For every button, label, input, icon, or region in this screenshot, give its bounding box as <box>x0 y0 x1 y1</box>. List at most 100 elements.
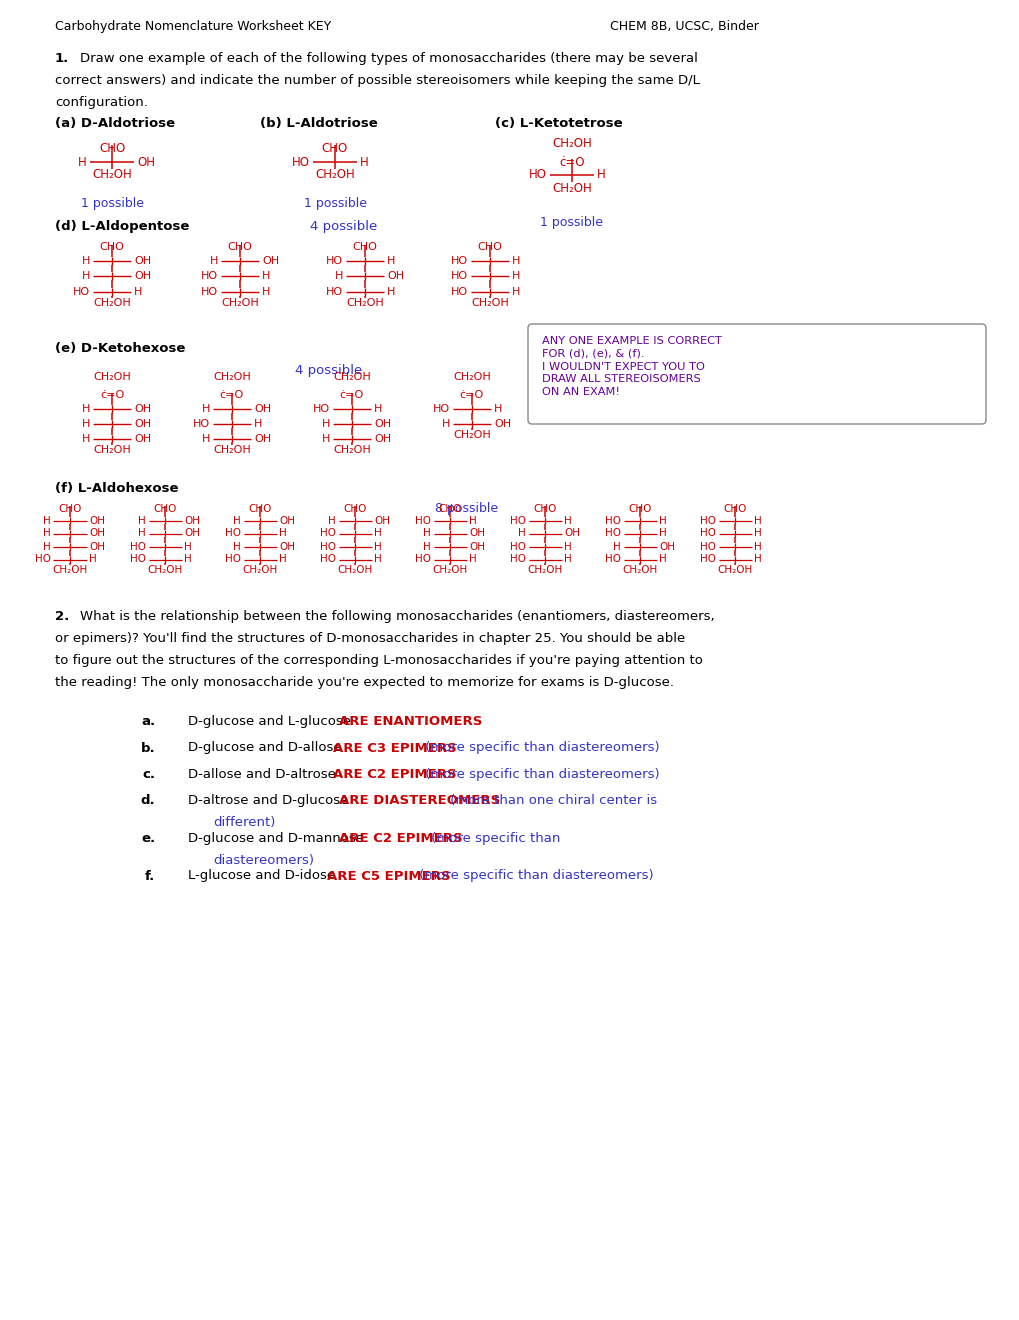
Text: d.: d. <box>141 795 155 808</box>
Text: HO: HO <box>320 541 335 552</box>
Text: CHO: CHO <box>353 242 377 252</box>
Text: CHO: CHO <box>153 504 176 513</box>
Text: OH: OH <box>89 541 105 552</box>
Text: (more specific than diastereomers): (more specific than diastereomers) <box>421 742 659 755</box>
Text: H: H <box>658 554 666 565</box>
Text: H: H <box>82 433 90 444</box>
Text: (more than one chiral center is: (more than one chiral center is <box>446 795 657 808</box>
Text: H: H <box>753 541 761 552</box>
Text: H: H <box>82 256 90 265</box>
Text: ARE C5 EPIMERS: ARE C5 EPIMERS <box>326 870 449 883</box>
Text: H: H <box>82 271 90 281</box>
Text: CH₂OH: CH₂OH <box>333 445 371 455</box>
Text: (e) D-Ketohexose: (e) D-Ketohexose <box>55 342 185 355</box>
Text: CH₂OH: CH₂OH <box>432 565 467 576</box>
Text: H: H <box>328 516 335 525</box>
Text: H: H <box>262 286 270 297</box>
Text: H: H <box>564 554 572 565</box>
Text: D-glucose and D-mannose: D-glucose and D-mannose <box>187 832 368 845</box>
Text: H: H <box>43 528 51 539</box>
Text: (more specific than diastereomers): (more specific than diastereomers) <box>421 768 659 781</box>
Text: HO: HO <box>72 286 90 297</box>
Text: CH₂OH: CH₂OH <box>92 169 131 181</box>
Text: CHO: CHO <box>628 504 651 513</box>
Text: H: H <box>423 541 431 552</box>
Text: CHO: CHO <box>248 504 271 513</box>
Text: D-altrose and D-glucose: D-altrose and D-glucose <box>187 795 353 808</box>
Text: CHO: CHO <box>438 504 462 513</box>
Text: CH₂OH: CH₂OH <box>527 565 562 576</box>
Text: (f) L-Aldohexose: (f) L-Aldohexose <box>55 482 178 495</box>
Text: H: H <box>202 433 210 444</box>
Text: (more specific than diastereomers): (more specific than diastereomers) <box>415 870 653 883</box>
Text: OH: OH <box>133 404 151 414</box>
Text: b.: b. <box>141 742 155 755</box>
Text: CH₂OH: CH₂OH <box>213 372 251 381</box>
Text: OH: OH <box>469 528 484 539</box>
Text: H: H <box>469 554 476 565</box>
Text: 1 possible: 1 possible <box>81 197 144 210</box>
Text: H: H <box>512 286 520 297</box>
Text: CH₂OH: CH₂OH <box>716 565 752 576</box>
Text: OH: OH <box>89 516 105 525</box>
Text: different): different) <box>213 817 275 829</box>
Text: H: H <box>596 169 605 181</box>
Text: CH₂OH: CH₂OH <box>622 565 657 576</box>
Text: H: H <box>441 418 449 429</box>
Text: HO: HO <box>604 528 621 539</box>
Text: CHO: CHO <box>322 143 347 154</box>
Text: c.: c. <box>142 768 155 781</box>
Text: H: H <box>386 286 395 297</box>
Text: CH₂OH: CH₂OH <box>213 445 251 455</box>
Text: H: H <box>233 516 240 525</box>
Text: H: H <box>139 528 146 539</box>
Text: H: H <box>183 554 192 565</box>
Text: e.: e. <box>141 832 155 845</box>
Text: HO: HO <box>415 554 431 565</box>
Text: CH₂OH: CH₂OH <box>52 565 88 576</box>
Text: a.: a. <box>141 715 155 729</box>
Text: CH₂OH: CH₂OH <box>452 372 490 381</box>
Text: CH₂OH: CH₂OH <box>221 298 259 308</box>
Text: OH: OH <box>183 516 200 525</box>
Text: (b) L-Aldotriose: (b) L-Aldotriose <box>260 117 377 129</box>
Text: D-glucose and L-glucose: D-glucose and L-glucose <box>187 715 355 729</box>
Text: 4 possible: 4 possible <box>294 364 362 378</box>
Text: HO: HO <box>313 404 330 414</box>
Text: H: H <box>512 256 520 265</box>
Text: ċ=O: ċ=O <box>460 391 484 400</box>
Text: CH₂OH: CH₂OH <box>471 298 508 308</box>
Text: HO: HO <box>415 516 431 525</box>
Text: Carbohydrate Nomenclature Worksheet KEY: Carbohydrate Nomenclature Worksheet KEY <box>55 20 331 33</box>
Text: (more specific than: (more specific than <box>427 832 560 845</box>
Text: ċ=O: ċ=O <box>220 391 244 400</box>
Text: H: H <box>133 286 143 297</box>
Text: HO: HO <box>201 286 218 297</box>
Text: OH: OH <box>89 528 105 539</box>
Text: H: H <box>493 404 502 414</box>
Text: OH: OH <box>279 516 294 525</box>
Text: H: H <box>564 541 572 552</box>
Text: 2.: 2. <box>55 610 69 623</box>
Text: CH₂OH: CH₂OH <box>315 169 355 181</box>
Text: ċ=O: ċ=O <box>339 391 364 400</box>
Text: H: H <box>254 418 262 429</box>
Text: H: H <box>753 516 761 525</box>
Text: CHO: CHO <box>533 504 556 513</box>
Text: to figure out the structures of the corresponding L-monosaccharides if you're pa: to figure out the structures of the corr… <box>55 653 702 667</box>
Text: CH₂OH: CH₂OH <box>551 137 591 150</box>
Text: 1.: 1. <box>55 51 69 65</box>
Text: H: H <box>360 156 369 169</box>
Text: H: H <box>202 404 210 414</box>
Text: H: H <box>279 528 286 539</box>
Text: HO: HO <box>450 286 468 297</box>
Text: What is the relationship between the following monosaccharides (enantiomers, dia: What is the relationship between the fol… <box>79 610 714 623</box>
Text: CH₂OH: CH₂OH <box>333 372 371 381</box>
Text: HO: HO <box>510 516 526 525</box>
Text: diastereomers): diastereomers) <box>213 854 314 867</box>
Text: CH₂OH: CH₂OH <box>93 298 130 308</box>
Text: CHO: CHO <box>58 504 82 513</box>
Text: 1 possible: 1 possible <box>304 197 366 210</box>
Text: OH: OH <box>564 528 580 539</box>
Text: H: H <box>423 528 431 539</box>
